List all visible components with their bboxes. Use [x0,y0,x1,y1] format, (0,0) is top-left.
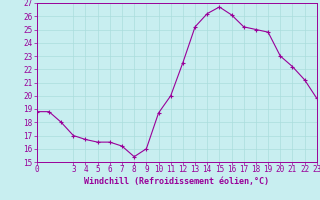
X-axis label: Windchill (Refroidissement éolien,°C): Windchill (Refroidissement éolien,°C) [84,177,269,186]
